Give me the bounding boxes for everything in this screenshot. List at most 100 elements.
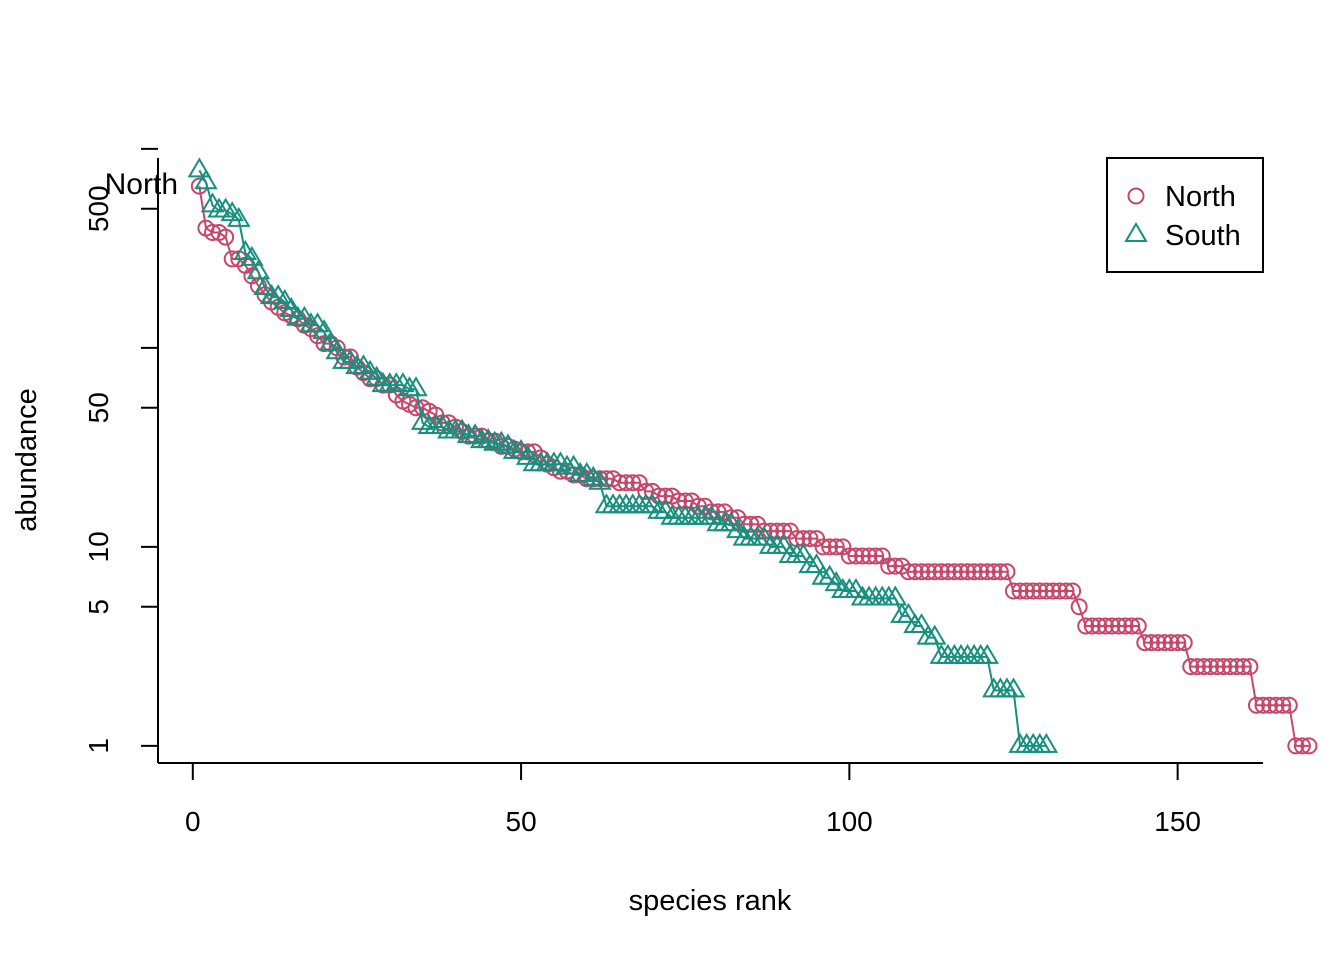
data-point — [1070, 598, 1088, 616]
data-point — [404, 376, 428, 397]
data-point — [548, 451, 573, 472]
x-tick-label: 0 — [185, 806, 201, 837]
data-point — [574, 461, 599, 482]
data-point — [768, 522, 786, 540]
data-point — [1024, 582, 1042, 600]
data-point — [272, 289, 297, 310]
data-point — [1057, 582, 1075, 600]
data-point — [489, 430, 514, 451]
data-point — [1267, 696, 1285, 714]
data-point — [1247, 696, 1265, 714]
x-axis-title: species rank — [629, 885, 792, 917]
data-point — [932, 563, 950, 581]
data-point — [975, 643, 999, 664]
data-point — [253, 275, 277, 295]
data-point — [1208, 658, 1226, 676]
x-tick-label: 50 — [506, 806, 537, 837]
data-point — [1096, 617, 1114, 635]
data-point — [617, 474, 635, 492]
data-point — [775, 522, 793, 540]
data-point — [906, 563, 924, 581]
data-point — [998, 563, 1016, 581]
data-point — [1044, 582, 1062, 600]
data-point — [217, 228, 235, 246]
data-point — [1254, 696, 1272, 714]
data-point — [240, 245, 264, 266]
data-point — [1156, 634, 1174, 652]
data-point — [1005, 582, 1023, 600]
data-point — [913, 563, 931, 581]
data-point — [1274, 696, 1292, 714]
data-point — [909, 613, 934, 634]
data-point — [771, 533, 796, 554]
data-point — [1050, 582, 1068, 600]
data-point — [1110, 617, 1128, 635]
plot-area — [187, 157, 1318, 755]
data-point — [1037, 582, 1055, 600]
y-axis-title: abundance — [11, 388, 43, 532]
data-point — [1136, 634, 1154, 652]
series-south — [187, 157, 1059, 753]
data-point — [624, 474, 642, 492]
data-point — [1175, 634, 1193, 652]
data-point — [922, 624, 947, 645]
data-point — [1129, 617, 1147, 635]
legend-north-label: North — [1165, 181, 1236, 213]
data-point — [821, 538, 839, 556]
data-point — [991, 563, 1009, 581]
data-point — [1195, 658, 1213, 676]
legend-south-label: South — [1165, 220, 1241, 252]
data-point — [945, 563, 963, 581]
data-point — [312, 319, 336, 340]
data-point — [978, 563, 996, 581]
data-point — [1142, 634, 1160, 652]
data-point — [1228, 658, 1246, 676]
data-point — [847, 547, 865, 565]
data-point — [939, 563, 957, 581]
data-point — [1064, 582, 1082, 600]
legend-north-marker — [1127, 187, 1145, 205]
data-point — [227, 206, 251, 227]
data-point — [959, 563, 977, 581]
data-point — [1188, 658, 1206, 676]
data-point — [804, 553, 829, 574]
data-point — [318, 330, 343, 351]
data-point — [1090, 617, 1108, 635]
data-point — [611, 474, 629, 492]
data-point — [814, 538, 832, 556]
data-point — [1123, 617, 1141, 635]
data-point — [1149, 634, 1167, 652]
data-point — [1018, 582, 1036, 600]
data-point — [880, 557, 898, 575]
data-point — [985, 563, 1003, 581]
data-point — [187, 157, 212, 178]
data-point — [752, 525, 776, 546]
data-point — [279, 297, 304, 318]
data-point — [1221, 658, 1239, 676]
data-point — [840, 547, 858, 565]
data-point — [742, 515, 760, 533]
data-point — [791, 542, 816, 563]
x-tick-label: 150 — [1154, 806, 1201, 837]
data-point — [194, 169, 218, 190]
data-point — [860, 547, 878, 565]
data-point — [1300, 737, 1318, 755]
data-point — [1077, 617, 1095, 635]
data-point — [588, 469, 612, 490]
data-point — [1001, 677, 1026, 698]
data-point — [1034, 732, 1059, 753]
data-point — [1162, 634, 1180, 652]
data-point — [1241, 658, 1259, 676]
data-point — [476, 428, 500, 449]
data-point — [1261, 696, 1279, 714]
data-point — [325, 339, 349, 360]
data-point — [1103, 617, 1121, 635]
data-point — [853, 547, 871, 565]
data-point — [899, 563, 917, 581]
data-point — [1011, 582, 1029, 600]
data-point — [1031, 582, 1049, 600]
y-tick-label: 10 — [83, 531, 114, 562]
data-point — [1280, 696, 1298, 714]
data-point — [926, 563, 944, 581]
